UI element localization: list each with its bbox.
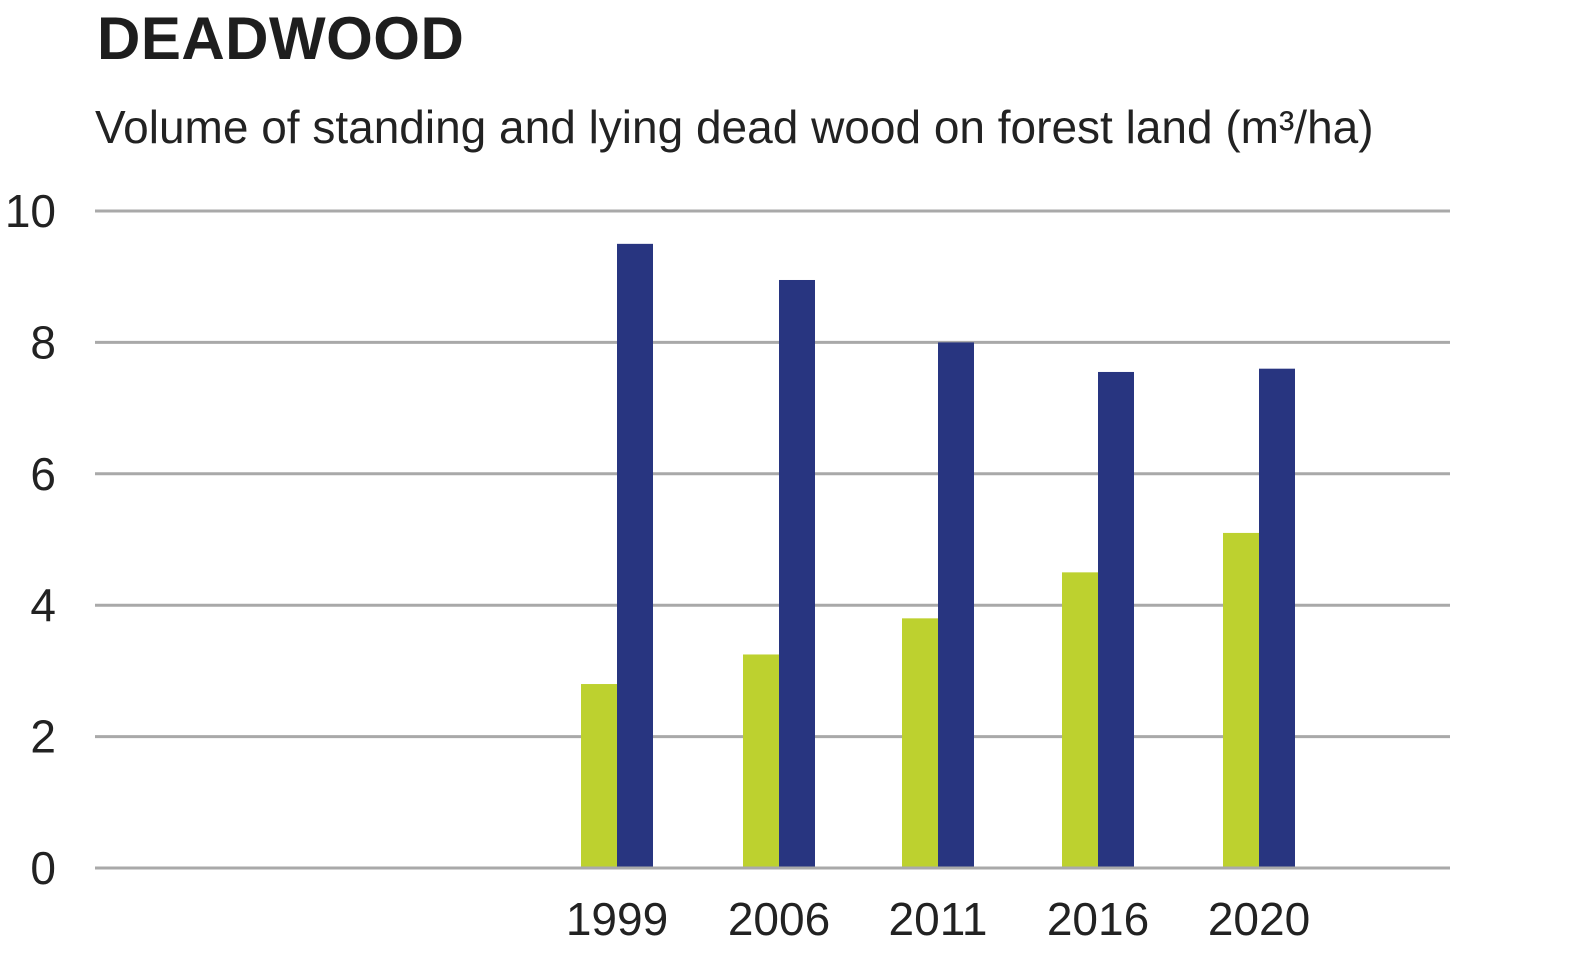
y-tick-label-6: 6 [30,448,56,500]
bar-series1-2006 [743,654,779,868]
bar-series2-1999 [617,243,653,869]
y-tick-label-0: 0 [30,842,56,894]
bar-series1-2016 [1062,572,1098,868]
chart-title: DEADWOOD [97,5,465,72]
y-tick-label-2: 2 [30,711,56,763]
x-tick-label-2011: 2011 [889,893,988,945]
bar-series1-2020 [1223,532,1259,868]
y-tick-label-4: 4 [30,579,56,631]
x-tick-label-2020: 2020 [1208,893,1310,945]
x-tick-label-1999: 1999 [566,893,668,945]
x-tick-label-2006: 2006 [728,893,830,945]
bar-series1-1999 [581,684,617,868]
bar-series2-2016 [1098,371,1134,868]
bar-series1-2011 [902,618,938,868]
chart-subtitle: Volume of standing and lying dead wood o… [95,101,1374,153]
bar-series2-2006 [779,279,815,868]
x-tick-label-2016: 2016 [1047,893,1149,945]
bar-series2-2011 [938,342,974,868]
bar-series2-2020 [1259,368,1295,868]
y-tick-label-10: 10 [5,185,56,237]
y-tick-label-8: 8 [30,316,56,368]
